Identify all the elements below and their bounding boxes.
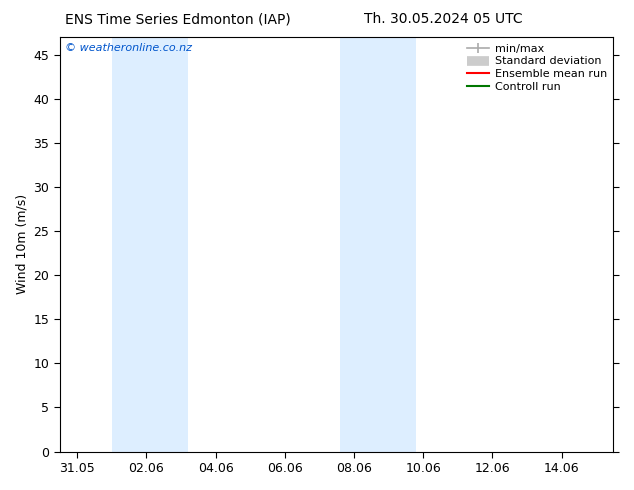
Text: ENS Time Series Edmonton (IAP): ENS Time Series Edmonton (IAP) <box>65 12 290 26</box>
Bar <box>340 37 417 452</box>
Text: © weatheronline.co.nz: © weatheronline.co.nz <box>65 43 192 53</box>
Legend: min/max, Standard deviation, Ensemble mean run, Controll run: min/max, Standard deviation, Ensemble me… <box>463 40 610 96</box>
Y-axis label: Wind 10m (m/s): Wind 10m (m/s) <box>15 194 28 294</box>
Text: Th. 30.05.2024 05 UTC: Th. 30.05.2024 05 UTC <box>365 12 523 26</box>
Bar <box>112 37 188 452</box>
